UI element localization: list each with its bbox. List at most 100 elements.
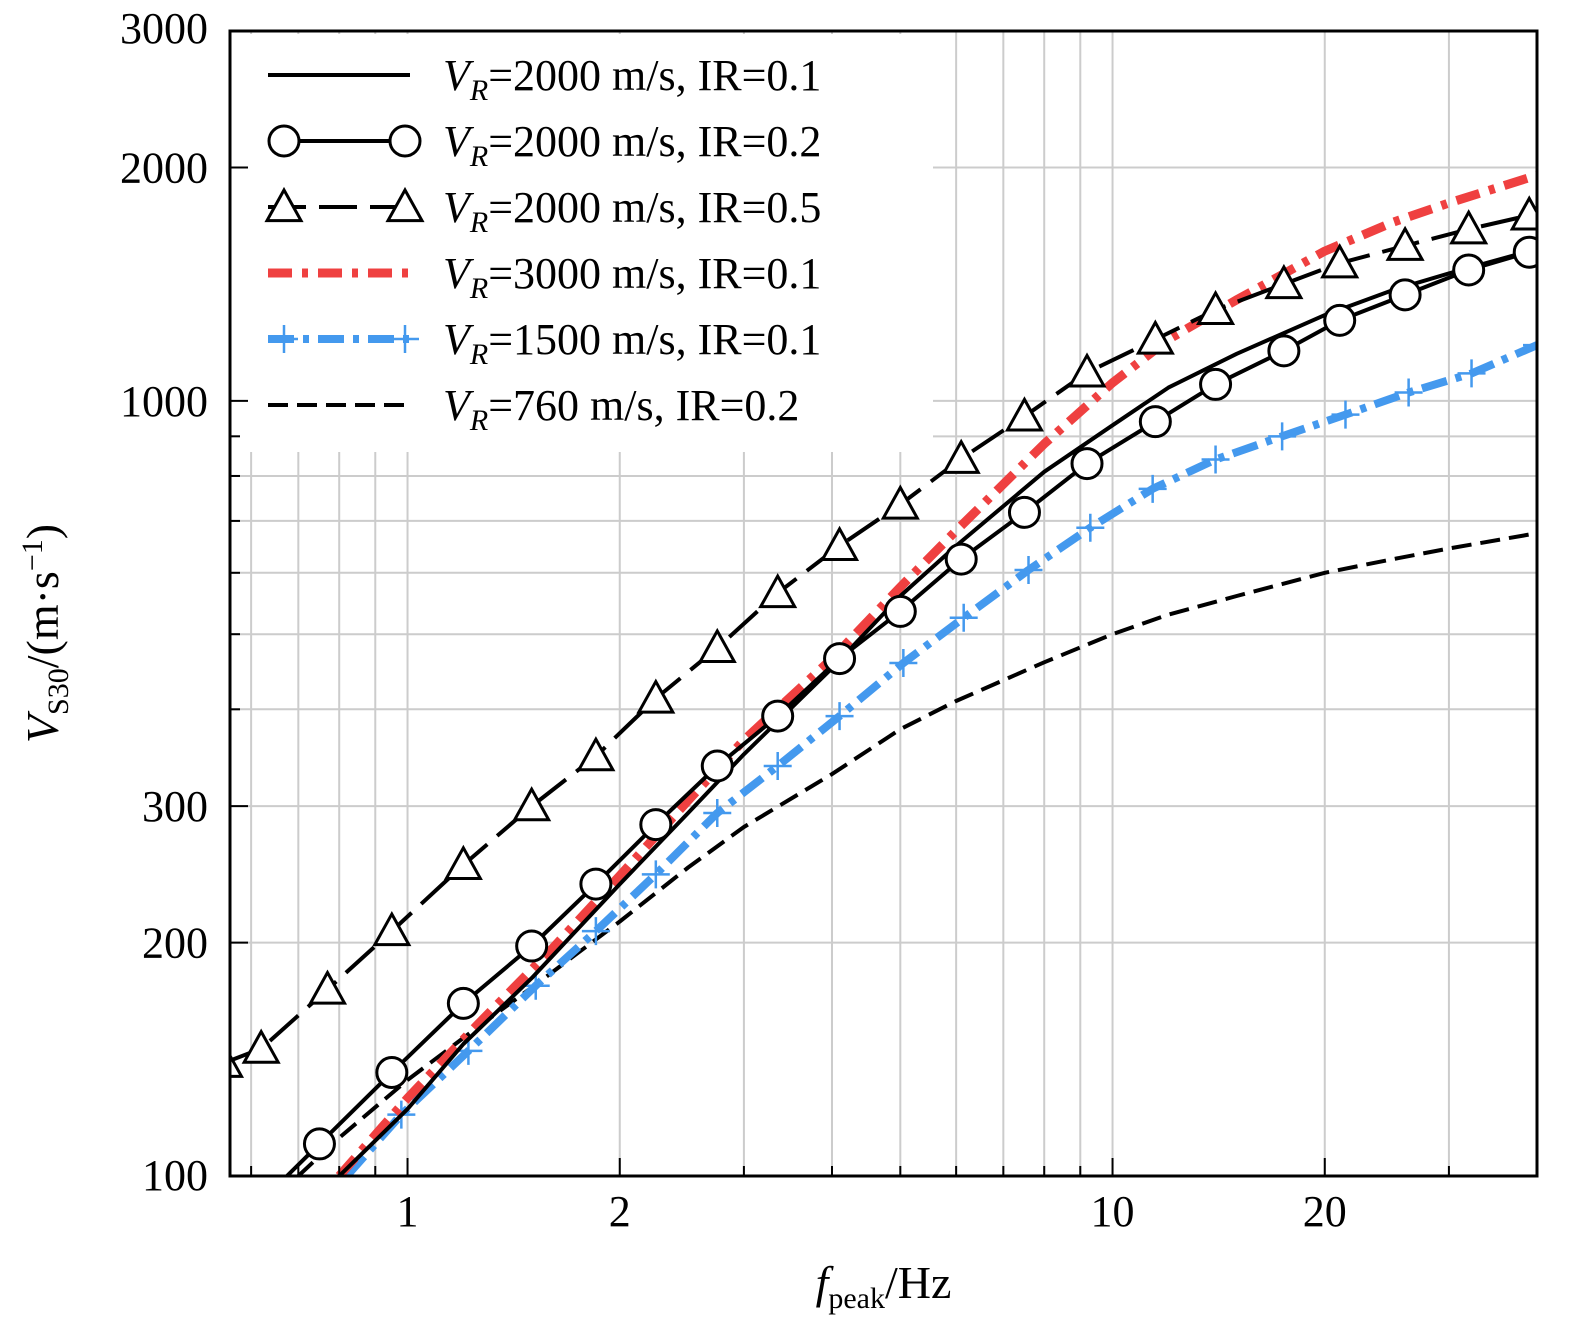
tick-labels: 1 2 10 20 100 200 300 1000 2000 3000: [120, 4, 1347, 1236]
series-4-line: [335, 170, 1537, 1176]
triangle-marker: [385, 186, 425, 223]
legend-label: VR=2000 m/s, IR=0.1: [443, 51, 821, 107]
triangle-marker: [576, 736, 616, 772]
legend-label: VR=760 m/s, IR=0.2: [443, 381, 799, 437]
legend-label-sub: R: [469, 272, 488, 305]
legend-label: VR=1500 m/s, IR=0.1: [443, 315, 821, 371]
plus-marker: [1014, 556, 1043, 585]
circle-marker: [1138, 405, 1172, 439]
triangle-marker: [443, 844, 483, 880]
circle-marker: [761, 699, 795, 733]
circle-marker: [1199, 367, 1233, 401]
circle-marker: [236, 1196, 266, 1226]
legend-item-5: VR=1500 m/s, IR=0.1: [268, 315, 821, 371]
ticks: [230, 166, 1450, 1176]
x-tick-label: 1: [397, 1187, 419, 1236]
circle-marker: [446, 986, 480, 1020]
circle-marker: [823, 642, 857, 676]
legend-label-sub: R: [469, 338, 488, 371]
plus-marker: [889, 648, 918, 677]
triangle-marker: [264, 186, 304, 223]
triangle-marker: [1320, 243, 1360, 279]
triangle-marker: [230, 1052, 245, 1078]
triangle-marker: [636, 678, 676, 714]
circle-marker: [639, 808, 673, 842]
plus-marker: [641, 860, 670, 889]
legend-label: VR=2000 m/s, IR=0.2: [443, 117, 821, 173]
y-axis-title-unit-sup: −1: [16, 539, 49, 571]
legend-label-sub: R: [469, 404, 488, 437]
plus-marker: [391, 325, 419, 353]
series-5: [332, 331, 1537, 1176]
series-4: [335, 170, 1537, 1176]
legend-label-sub: R: [469, 74, 488, 107]
circle-marker: [1323, 303, 1357, 337]
series-2: [236, 235, 1537, 1226]
plus-marker: [1268, 422, 1297, 451]
legend-label-main: V: [443, 249, 475, 298]
circle-marker: [267, 124, 301, 158]
legend-item-2: VR=2000 m/s, IR=0.2: [267, 117, 821, 173]
legend-label-main: V: [443, 117, 475, 166]
legend-label-rest: =2000 m/s, IR=0.5: [488, 183, 821, 232]
triangle-marker: [1135, 319, 1175, 355]
y-tick-label: 2000: [120, 143, 208, 192]
circle-marker: [944, 542, 978, 576]
y-axis-title: VS30/(m·s−1): [16, 524, 75, 743]
plus-marker: [763, 752, 792, 781]
legend-label-sub: R: [469, 206, 488, 239]
legend-label: VR=3000 m/s, IR=0.1: [443, 249, 821, 305]
circle-marker: [1007, 495, 1041, 529]
circle-marker: [515, 929, 549, 963]
y-tick-label: 300: [142, 782, 208, 831]
x-axis-title-unit: /Hz: [885, 1257, 951, 1308]
plus-marker: [1394, 378, 1423, 407]
triangle-marker: [1004, 396, 1045, 432]
circle-marker: [302, 1127, 336, 1161]
x-axis-title-sub: peak: [828, 1282, 885, 1315]
triangle-marker: [880, 484, 920, 520]
circle-marker: [700, 749, 734, 783]
y-axis-title-unit-pre: /(m·s: [17, 571, 68, 668]
circle-marker: [388, 124, 422, 158]
triangle-marker: [1264, 263, 1304, 300]
series-3: [230, 195, 1537, 1078]
circle-marker: [1388, 278, 1422, 312]
triangle-marker: [820, 525, 860, 561]
plus-marker: [581, 917, 610, 946]
legend-item-1: VR=2000 m/s, IR=0.1: [268, 51, 821, 107]
legend-label-rest: =2000 m/s, IR=0.2: [488, 117, 821, 166]
legend-label-main: V: [443, 315, 475, 364]
circle-marker: [1452, 253, 1486, 287]
legend-label-rest: =760 m/s, IR=0.2: [488, 381, 799, 430]
triangle-marker: [241, 1028, 281, 1064]
circle-marker: [1070, 447, 1104, 481]
triangle-marker: [1385, 225, 1425, 261]
x-tick-label: 20: [1303, 1187, 1347, 1236]
triangle-marker: [697, 627, 737, 664]
triangle-marker: [758, 572, 798, 609]
series-6: [296, 531, 1537, 1176]
series-6-line: [296, 531, 1537, 1176]
circle-marker: [1512, 235, 1537, 269]
legend-label-rest: =3000 m/s, IR=0.1: [488, 249, 821, 298]
legend-label-main: V: [443, 183, 475, 232]
circle-marker: [883, 594, 917, 628]
legend: VR=2000 m/s, IR=0.1VR=2000 m/s, IR=0.2VR…: [233, 34, 933, 452]
triangle-marker: [372, 910, 412, 947]
legend-label-rest: =2000 m/s, IR=0.1: [488, 51, 821, 100]
circle-marker: [375, 1055, 409, 1089]
y-axis-title-unit-post: ): [17, 524, 68, 539]
x-axis-title: fpeak/Hz: [816, 1257, 952, 1315]
plus-marker: [1138, 474, 1167, 503]
plus-marker: [1331, 400, 1360, 429]
triangle-marker: [941, 438, 981, 474]
y-axis-title-main: V: [17, 710, 68, 743]
y-tick-label: 1000: [120, 377, 208, 426]
series-3-line: [230, 213, 1530, 1063]
triangle-marker: [512, 786, 552, 822]
plus-marker: [1076, 513, 1105, 542]
circle-marker: [579, 867, 613, 901]
x-tick-label: 10: [1091, 1187, 1135, 1236]
plus-marker: [1201, 445, 1230, 474]
